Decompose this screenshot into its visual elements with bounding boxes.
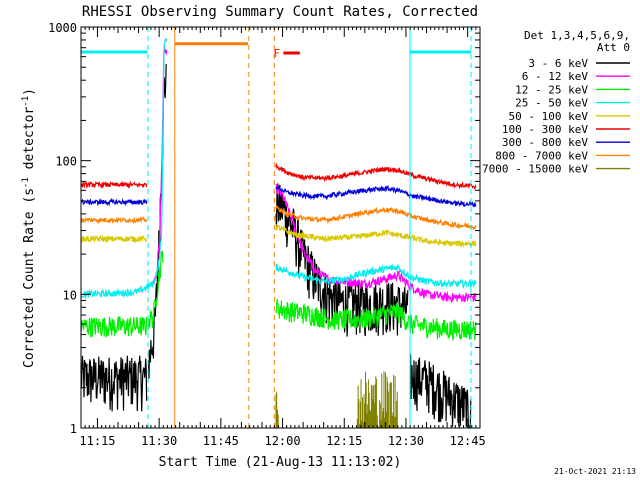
series-segment	[147, 250, 164, 330]
x-tick-label: 12:15	[326, 434, 362, 448]
y-axis-label: Corrected Count Rate (s-1 detector-1)	[21, 88, 37, 368]
series-segment	[80, 355, 148, 412]
series-12-25keV-line	[80, 250, 477, 341]
legend-entry-label: 7000 - 15000 keV	[482, 163, 588, 176]
y-axis-label-main: Corrected Count Rate (s	[22, 188, 37, 368]
legend-entry-label: 12 - 25 keV	[515, 83, 588, 96]
series-segment	[80, 234, 148, 244]
x-tick-label: 12:45	[450, 434, 486, 448]
legend-header-detectors: Det 1,3,4,5,6,9,	[524, 29, 630, 42]
series-100-300keV-line	[80, 163, 477, 191]
series-segment	[409, 354, 472, 428]
series-segment	[275, 298, 477, 341]
y-axis-label-mid: detector	[22, 107, 37, 178]
y-tick-label: 100	[55, 155, 77, 169]
legend-entry-label: 25 - 50 keV	[515, 97, 588, 110]
x-tick-label: 12:00	[264, 434, 300, 448]
flag-label: F	[273, 47, 280, 60]
legend-entry-label: 3 - 6 keV	[528, 57, 588, 70]
legend-entry-label: 50 - 100 keV	[509, 110, 589, 123]
x-tick-label: 11:45	[203, 434, 239, 448]
series-segment	[80, 37, 168, 300]
legend-entry-label: 300 - 800 keV	[502, 136, 588, 149]
x-tick-label: 11:15	[79, 434, 115, 448]
y-axis-label-end: )	[22, 88, 37, 96]
series-segment	[275, 224, 477, 248]
legend-entry-label: 800 - 7000 keV	[495, 149, 588, 162]
plot-frame	[80, 26, 481, 429]
y-axis-label-sup2: -1	[21, 96, 31, 107]
series-800-7000keV-line	[80, 204, 477, 231]
y-tick-label: 1000	[48, 21, 77, 35]
series-7000-15000kev-spikes	[275, 371, 398, 428]
plot-series-group	[80, 37, 477, 428]
y-tick-label: 1	[70, 422, 77, 436]
x-tick-label: 11:30	[141, 434, 177, 448]
legend-entry-label: 6 - 12 keV	[522, 70, 589, 83]
y-axis-label-sup1: -1	[21, 177, 31, 188]
series-segment	[275, 263, 477, 289]
x-axis: 11:15 11:30 11:45 12:00 12:15 12:30 12:45	[79, 27, 486, 448]
series-25-50keV-line	[80, 37, 477, 300]
series-50-100keV-line	[80, 224, 477, 248]
series-segment	[275, 183, 477, 304]
series-segment	[80, 197, 148, 207]
series-segment	[275, 204, 477, 231]
series-segment	[275, 184, 477, 208]
chart-title: RHESSI Observing Summary Count Rates, Co…	[82, 4, 478, 20]
series-segment	[80, 215, 148, 225]
series-segment	[80, 180, 148, 190]
legend-entry-label: 100 - 300 keV	[502, 123, 588, 136]
series-segment	[275, 163, 477, 191]
series-3-6keV-line	[80, 63, 472, 428]
x-axis-label: Start Time (21-Aug-13 11:13:02)	[159, 455, 402, 470]
series-segment	[80, 315, 148, 338]
x-tick-label: 12:30	[388, 434, 424, 448]
y-tick-label: 10	[63, 288, 77, 302]
series-300-800keV-line	[80, 184, 477, 208]
y-axis: 1 10 100 1000	[48, 21, 480, 436]
footer-timestamp: 21-Oct-2021 21:13	[554, 467, 636, 476]
legend-header-attenuator: Att 0	[597, 41, 630, 54]
